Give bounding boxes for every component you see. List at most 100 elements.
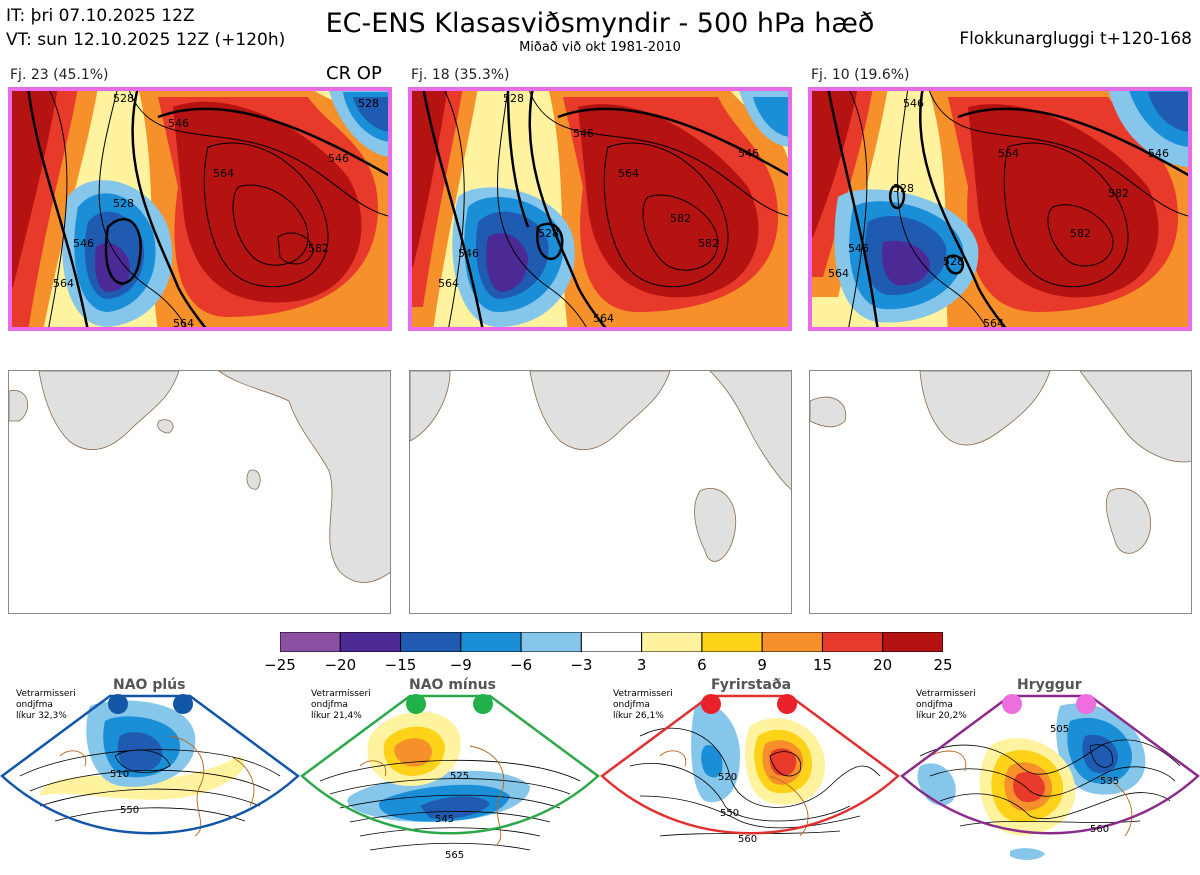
cluster-1-map: 528 546 564 528 546 564 582 564 528 546 bbox=[8, 87, 392, 331]
fyrirstada-contour-label: 560 bbox=[738, 834, 757, 845]
regime-info-line: líkur 26,1% bbox=[613, 711, 664, 721]
regime-info-line: Vetrarmisseri bbox=[613, 689, 673, 699]
regime-info-line: líkur 20,2% bbox=[916, 711, 967, 721]
page-title: EC-ENS Klasasviðsmyndir - 500 hPa hæð bbox=[325, 8, 875, 39]
cluster-2-contour-label: 564 bbox=[593, 312, 614, 325]
colorbar-tick: −3 bbox=[570, 656, 593, 674]
cluster-1-contour-label: 528 bbox=[358, 97, 379, 110]
cluster-1-extra: CR OP bbox=[326, 63, 382, 84]
fyrirstada-contour-label: 520 bbox=[718, 772, 737, 783]
nao-plus-contour-label: 550 bbox=[120, 805, 139, 816]
colorbar-tick: 25 bbox=[933, 656, 953, 674]
regime-info-line: ondjfma bbox=[613, 700, 650, 710]
cluster-1-contour-label: 564 bbox=[173, 317, 194, 330]
cluster-3-contour-label: 564 bbox=[828, 267, 849, 280]
colorbar-tick: 6 bbox=[697, 656, 707, 674]
regime-info-nao-minus: Vetrarmisseri ondjfma líkur 21,4% bbox=[311, 689, 371, 722]
nao-minus-contour-label: 565 bbox=[445, 850, 464, 861]
hryggur-contour-label: 560 bbox=[1090, 824, 1109, 835]
regime-info-line: líkur 32,3% bbox=[16, 711, 67, 721]
regime-info-line: ondjfma bbox=[311, 700, 348, 710]
regime-title-hryggur: Hryggur bbox=[1017, 677, 1082, 693]
colorbar-swatch bbox=[580, 631, 643, 653]
colorbar-tick: 3 bbox=[636, 656, 647, 674]
cluster-2-map: 528 546 564 546 564 582 564 528 546 582 bbox=[408, 87, 792, 331]
regime-title-fyrirstada: Fyrirstaða bbox=[711, 677, 792, 693]
nao-minus-dot-1-icon bbox=[406, 694, 426, 714]
fyrirstada-contour-label: 550 bbox=[720, 808, 739, 819]
regime-hryggur: 505 535 560 bbox=[900, 676, 1200, 871]
cluster-3-contour-label: 582 bbox=[1070, 227, 1091, 240]
cluster-1-contour-label: 546 bbox=[168, 117, 189, 130]
colorbar-swatch bbox=[761, 631, 823, 653]
fyrirstada-dot-2-icon bbox=[777, 694, 797, 714]
colorbar-swatches bbox=[279, 631, 944, 653]
regime-info-nao-plus: Vetrarmisseri ondjfma líkur 32,3% bbox=[16, 689, 76, 722]
cluster-2-contour-label: 582 bbox=[670, 212, 691, 225]
regime-title-nao-minus: NAO mínus bbox=[409, 677, 496, 693]
cluster-2-contour-label: 564 bbox=[618, 167, 639, 180]
cluster-2-label: Fj. 18 (35.3%) bbox=[411, 67, 510, 83]
nao-plus-dot-1-icon bbox=[108, 694, 128, 714]
cluster-3-contour-label: 564 bbox=[998, 147, 1019, 160]
fyrirstada-dot-1-icon bbox=[701, 694, 721, 714]
cluster-3-contour-label: 528 bbox=[893, 182, 914, 195]
regime-nao-minus: 525 545 565 bbox=[300, 676, 600, 871]
cluster-1-contour-label: 564 bbox=[213, 167, 234, 180]
hryggur-dot-2-icon bbox=[1076, 694, 1096, 714]
cluster-3-contour-label: 546 bbox=[903, 97, 924, 110]
colorbar-tick: 20 bbox=[873, 656, 893, 674]
cluster-3-contour-label: 528 bbox=[943, 255, 964, 268]
nao-minus-contour-label: 525 bbox=[450, 771, 469, 782]
colorbar-swatch bbox=[641, 631, 703, 653]
cluster-2-contour-label: 546 bbox=[738, 147, 759, 160]
colorbar-tick: −25 bbox=[264, 656, 296, 674]
initial-time: IT: þri 07.10.2025 12Z bbox=[6, 6, 195, 26]
colorbar-tick: −20 bbox=[324, 656, 357, 674]
cluster-1-contour-label: 582 bbox=[308, 242, 329, 255]
nao-plus-contour-label: 510 bbox=[110, 769, 129, 780]
colorbar-swatch bbox=[460, 631, 522, 653]
colorbar-ticks: −25 −20 −15 −9 −6 −3 3 6 9 15 20 25 bbox=[264, 656, 952, 676]
colorbar-swatch bbox=[821, 631, 884, 653]
cluster-2-contour-label: 564 bbox=[438, 277, 459, 290]
nao-minus-dot-2-icon bbox=[473, 694, 493, 714]
cluster-2-contour-label: 546 bbox=[458, 247, 479, 260]
header-times: IT: þri 07.10.2025 12Z VT: sun 12.10.202… bbox=[6, 4, 285, 52]
colorbar-tick: −6 bbox=[510, 656, 533, 674]
cluster-1-contour-label: 528 bbox=[113, 92, 134, 105]
colorbar-swatch bbox=[701, 631, 763, 653]
regime-info-line: ondjfma bbox=[916, 700, 953, 710]
regime-nao-plus: 510 550 bbox=[0, 676, 300, 871]
colorbar-swatch bbox=[882, 631, 944, 653]
cluster-3-label: Fj. 10 (19.6%) bbox=[811, 67, 910, 83]
colorbar-tick: −9 bbox=[449, 656, 472, 674]
colorbar-swatch bbox=[520, 631, 582, 653]
classification-window: Flokkunargluggi t+120-168 bbox=[959, 29, 1192, 49]
regime-info-fyrirstada: Vetrarmisseri ondjfma líkur 26,1% bbox=[613, 689, 673, 722]
base-map-2 bbox=[409, 370, 792, 614]
regime-info-hryggur: Vetrarmisseri ondjfma líkur 20,2% bbox=[916, 689, 976, 722]
cluster-2-contour-label: 528 bbox=[538, 227, 559, 240]
colorbar-swatch bbox=[339, 631, 402, 653]
base-map-3 bbox=[809, 370, 1192, 614]
hryggur-contour-label: 505 bbox=[1050, 724, 1069, 735]
nao-minus-contour-label: 545 bbox=[435, 814, 454, 825]
cluster-2-contour-label: 528 bbox=[503, 92, 524, 105]
regime-info-line: ondjfma bbox=[16, 700, 53, 710]
cluster-1-contour-label: 546 bbox=[328, 152, 349, 165]
colorbar bbox=[279, 631, 944, 653]
cluster-2-contour-label: 546 bbox=[573, 127, 594, 140]
cluster-2-contour-label: 582 bbox=[698, 237, 719, 250]
colorbar-tick: 9 bbox=[757, 656, 767, 674]
regime-info-line: Vetrarmisseri bbox=[16, 689, 76, 699]
hryggur-contour-label: 535 bbox=[1100, 776, 1119, 787]
page-subtitle: Miðað við okt 1981-2010 bbox=[519, 40, 681, 55]
colorbar-swatch bbox=[279, 631, 341, 653]
cluster-3-contour-label: 546 bbox=[1148, 147, 1169, 160]
cluster-1-contour-label: 564 bbox=[53, 277, 74, 290]
regime-info-line: Vetrarmisseri bbox=[916, 689, 976, 699]
colorbar-tick: −15 bbox=[384, 656, 417, 674]
valid-time: VT: sun 12.10.2025 12Z (+120h) bbox=[6, 30, 286, 50]
regime-info-line: Vetrarmisseri bbox=[311, 689, 371, 699]
